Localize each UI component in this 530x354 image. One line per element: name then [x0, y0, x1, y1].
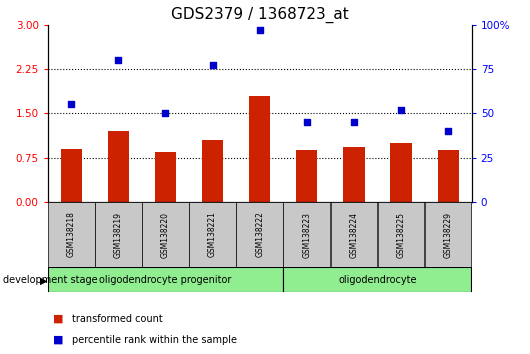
Point	[397, 107, 405, 113]
Text: GSM138229: GSM138229	[444, 212, 453, 257]
Text: oligodendrocyte progenitor: oligodendrocyte progenitor	[99, 275, 232, 285]
FancyBboxPatch shape	[425, 202, 472, 267]
Text: oligodendrocyte: oligodendrocyte	[338, 275, 417, 285]
Text: GSM138219: GSM138219	[114, 212, 123, 257]
Title: GDS2379 / 1368723_at: GDS2379 / 1368723_at	[171, 7, 349, 23]
FancyBboxPatch shape	[284, 202, 330, 267]
Bar	[202, 140, 223, 202]
Text: ■: ■	[53, 335, 64, 345]
Text: ▶: ▶	[40, 275, 47, 285]
FancyBboxPatch shape	[284, 267, 472, 292]
Point	[255, 27, 264, 33]
FancyBboxPatch shape	[189, 202, 236, 267]
Bar	[343, 147, 365, 202]
Text: GSM138218: GSM138218	[67, 212, 76, 257]
FancyBboxPatch shape	[236, 202, 283, 267]
FancyBboxPatch shape	[95, 202, 142, 267]
Bar	[155, 152, 176, 202]
FancyBboxPatch shape	[48, 267, 283, 292]
Point	[444, 128, 453, 134]
Text: transformed count: transformed count	[72, 314, 162, 324]
Point	[67, 102, 75, 107]
Text: GSM138220: GSM138220	[161, 212, 170, 257]
Text: development stage: development stage	[3, 275, 98, 285]
Text: GSM138222: GSM138222	[255, 212, 264, 257]
Bar	[391, 143, 412, 202]
Point	[114, 57, 122, 63]
Bar	[108, 131, 129, 202]
Point	[161, 110, 170, 116]
Bar	[438, 150, 459, 202]
FancyBboxPatch shape	[142, 202, 189, 267]
Bar	[60, 149, 82, 202]
FancyBboxPatch shape	[48, 202, 94, 267]
Text: percentile rank within the sample: percentile rank within the sample	[72, 335, 236, 345]
Text: GSM138223: GSM138223	[302, 212, 311, 257]
Bar	[296, 150, 317, 202]
Text: ■: ■	[53, 314, 64, 324]
Point	[208, 63, 217, 68]
FancyBboxPatch shape	[378, 202, 425, 267]
Point	[303, 119, 311, 125]
Text: GSM138225: GSM138225	[396, 212, 405, 257]
Point	[350, 119, 358, 125]
Text: GSM138224: GSM138224	[349, 212, 358, 257]
Bar	[249, 96, 270, 202]
Text: GSM138221: GSM138221	[208, 212, 217, 257]
FancyBboxPatch shape	[331, 202, 377, 267]
